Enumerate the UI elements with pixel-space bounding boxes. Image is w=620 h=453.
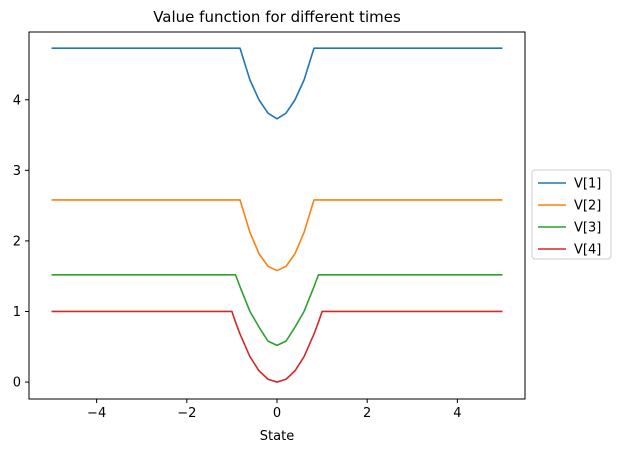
- chart-title: Value function for different times: [153, 8, 401, 26]
- x-tick-label: 4: [453, 406, 461, 421]
- y-tick-label: 1: [13, 305, 21, 320]
- legend-label: V[3]: [574, 221, 601, 236]
- series-line-3: [51, 273, 503, 347]
- x-tick-label: 2: [363, 406, 371, 421]
- x-tick-label: −4: [87, 406, 106, 421]
- legend: V[1] V[2] V[3] V[4]: [531, 169, 612, 260]
- y-tick-label: 2: [13, 234, 21, 249]
- series-line-4: [51, 310, 503, 383]
- legend-label: V[1]: [574, 177, 601, 192]
- ticks-layer: −4 −2 0 2 4 0 1 2 3 4: [13, 93, 462, 421]
- legend-box: [531, 169, 612, 260]
- legend-label: V[4]: [574, 243, 601, 258]
- plot-frame: [28, 31, 526, 400]
- series-line-2: [51, 199, 503, 272]
- series-layer: [51, 47, 503, 383]
- series-line-1: [51, 47, 503, 120]
- y-tick-label: 3: [13, 164, 21, 179]
- x-tick-label: −2: [177, 406, 196, 421]
- x-tick-label: 0: [273, 406, 281, 421]
- y-tick-label: 0: [13, 376, 21, 391]
- y-tick-label: 4: [13, 93, 21, 108]
- legend-label: V[2]: [574, 199, 601, 214]
- x-axis-label: State: [260, 429, 294, 444]
